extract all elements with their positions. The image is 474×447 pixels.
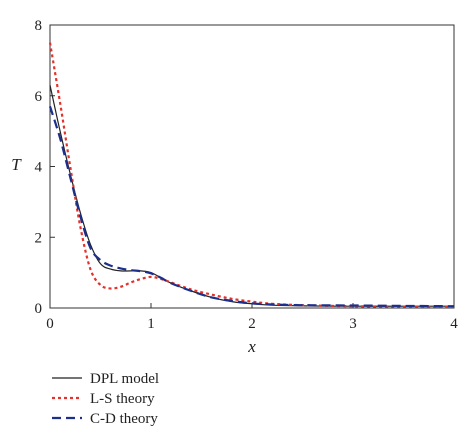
x-tick-label: 3 (349, 316, 357, 332)
x-tick-label: 0 (46, 316, 54, 332)
y-tick-label: 8 (35, 18, 43, 34)
legend-label-3: C-D theory (90, 411, 158, 427)
series-line-2 (48, 42, 455, 308)
y-tick-label: 0 (35, 301, 43, 317)
y-axis-label: T (11, 155, 22, 174)
y-tick-label: 2 (35, 230, 43, 246)
y-tick-label: 6 (35, 89, 43, 105)
legend: DPL model L-S theory C-D theory (52, 371, 159, 427)
legend-label-2: L-S theory (90, 391, 155, 407)
x-tick-label: 2 (248, 316, 256, 332)
series-lines (48, 42, 455, 308)
x-tick-label: 4 (450, 316, 458, 332)
x-axis-label: x (247, 337, 256, 356)
legend-label-1: DPL model (90, 371, 159, 387)
x-tick-label: 1 (147, 316, 155, 332)
axis-ticks: 0 1 2 3 4 0 2 4 6 8 (35, 18, 459, 332)
series-line-3 (48, 106, 455, 308)
series-line-1 (49, 84, 455, 307)
y-tick-label: 4 (35, 160, 43, 176)
